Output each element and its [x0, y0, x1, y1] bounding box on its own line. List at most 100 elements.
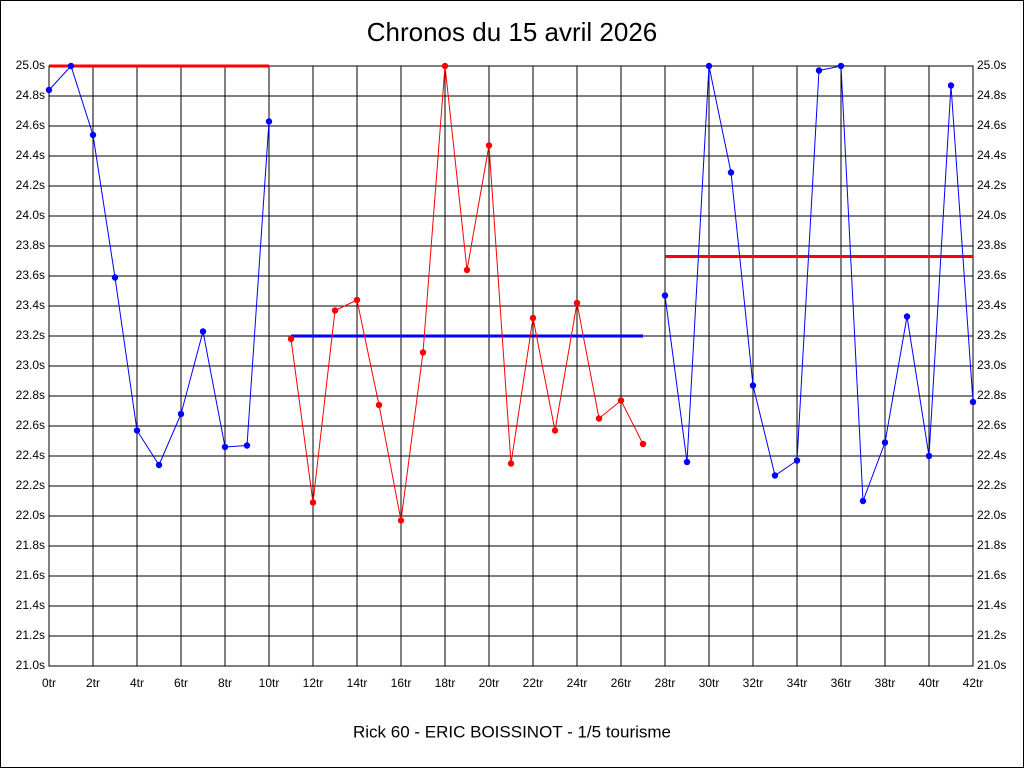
point [177, 410, 185, 418]
point [859, 497, 867, 505]
x-tick-label: 22tr [523, 676, 544, 690]
y2-tick-label: 22.2s [977, 478, 1006, 492]
point [793, 457, 801, 464]
y-tick-label: 24.8s [16, 88, 45, 102]
y-tick-label: 21.6s [16, 568, 45, 582]
point [683, 458, 691, 466]
point [397, 517, 405, 524]
y2-tick-label: 22.0s [977, 508, 1006, 522]
y2-tick-label: 24.4s [977, 148, 1006, 162]
y2-tick-label: 21.6s [977, 568, 1006, 582]
point [199, 328, 207, 335]
y-tick-label: 21.4s [16, 598, 45, 612]
point [133, 427, 141, 434]
x-tick-label: 34tr [787, 676, 808, 690]
y-tick-label: 22.2s [16, 478, 45, 492]
point [89, 131, 97, 139]
y2-tick-label: 22.8s [977, 388, 1006, 402]
x-tick-label: 42tr [963, 676, 984, 690]
y2-tick-label: 22.4s [977, 448, 1006, 462]
point [243, 442, 251, 449]
point [419, 349, 427, 356]
point [155, 461, 163, 469]
y2-tick-label: 21.2s [977, 628, 1006, 642]
x-tick-label: 6tr [174, 676, 188, 690]
point [441, 62, 449, 70]
y-tick-label: 21.0s [16, 658, 45, 672]
chart-subtitle: Rick 60 - ERIC BOISSINOT - 1/5 tourisme [353, 722, 671, 741]
y-tick-label: 25.0s [16, 58, 45, 72]
y2-tick-label: 24.0s [977, 208, 1006, 222]
point [771, 472, 779, 479]
y-tick-label: 23.0s [16, 358, 45, 372]
x-tick-label: 30tr [699, 676, 720, 690]
y2-tick-label: 24.2s [977, 178, 1006, 192]
y2-tick-label: 21.4s [977, 598, 1006, 612]
y2-tick-label: 24.8s [977, 88, 1006, 102]
point [947, 82, 955, 89]
point [265, 118, 273, 125]
x-tick-label: 12tr [303, 676, 324, 690]
y2-tick-label: 25.0s [977, 58, 1006, 72]
point [595, 415, 603, 422]
point [353, 296, 361, 304]
point [617, 397, 625, 404]
point [507, 460, 515, 467]
point [375, 401, 383, 409]
point [221, 443, 229, 451]
point [551, 427, 559, 434]
point [331, 307, 339, 314]
y2-tick-label: 23.8s [977, 238, 1006, 252]
y-tick-label: 23.6s [16, 268, 45, 282]
y2-tick-label: 21.0s [977, 658, 1006, 672]
y2-tick-label: 21.8s [977, 538, 1006, 552]
y-tick-label: 24.0s [16, 208, 45, 222]
point [485, 142, 493, 149]
y2-tick-label: 23.0s [977, 358, 1006, 372]
point [749, 382, 757, 389]
point [573, 299, 581, 307]
x-tick-label: 40tr [919, 676, 940, 690]
y2-tick-label: 24.6s [977, 118, 1006, 132]
y-tick-label: 24.4s [16, 148, 45, 162]
x-tick-label: 26tr [611, 676, 632, 690]
y-tick-label: 23.2s [16, 328, 45, 342]
y2-tick-label: 23.6s [977, 268, 1006, 282]
x-tick-label: 32tr [743, 676, 764, 690]
x-tick-label: 0tr [42, 676, 56, 690]
point [529, 314, 537, 322]
point [727, 169, 735, 176]
x-tick-label: 2tr [86, 676, 100, 690]
point [837, 62, 845, 70]
point [969, 398, 977, 406]
point [287, 335, 295, 343]
y-tick-label: 22.0s [16, 508, 45, 522]
point [661, 292, 669, 299]
x-tick-label: 28tr [655, 676, 676, 690]
y2-tick-label: 22.6s [977, 418, 1006, 432]
y-tick-label: 24.6s [16, 118, 45, 132]
point [463, 266, 471, 274]
point [67, 62, 75, 70]
y-tick-label: 22.6s [16, 418, 45, 432]
x-tick-label: 20tr [479, 676, 500, 690]
chart-title: Chronos du 15 avril 2026 [367, 17, 658, 47]
point [45, 86, 53, 94]
y-tick-label: 23.4s [16, 298, 45, 312]
y2-tick-label: 23.2s [977, 328, 1006, 342]
y-tick-label: 23.8s [16, 238, 45, 252]
x-tick-label: 38tr [875, 676, 896, 690]
x-tick-label: 14tr [347, 676, 368, 690]
point [639, 440, 647, 448]
y-tick-label: 21.8s [16, 538, 45, 552]
x-tick-label: 24tr [567, 676, 588, 690]
y-tick-label: 21.2s [16, 628, 45, 642]
point [309, 499, 317, 506]
point [111, 274, 119, 281]
point [705, 62, 713, 70]
point [903, 313, 911, 320]
y-tick-label: 24.2s [16, 178, 45, 192]
y-tick-label: 22.8s [16, 388, 45, 402]
point [881, 439, 889, 446]
